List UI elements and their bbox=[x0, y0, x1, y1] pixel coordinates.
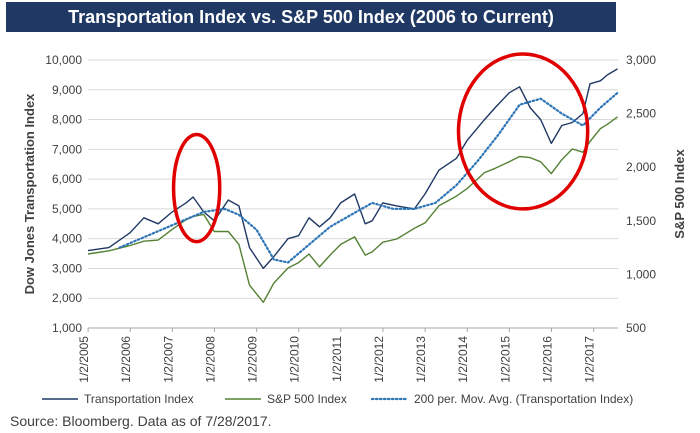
axis-layer: 1,000 2,000 3,000 4,000 5,000 6,000 7,000 8,000… bbox=[22, 53, 687, 383]
x-tick-label: 1/2/2013 bbox=[414, 336, 428, 383]
x-tick-label: 1/2/2011 bbox=[330, 336, 344, 382]
x-tick-label: 1/2/2007 bbox=[161, 336, 175, 383]
annotation-layer bbox=[171, 52, 590, 244]
transportation-index-line bbox=[87, 68, 618, 270]
y-left-tick-label: 9,000 bbox=[52, 83, 82, 97]
x-tick-label: 1/2/2006 bbox=[119, 336, 133, 383]
y-left-axis-title: Dow Jones Transportation Index bbox=[22, 93, 37, 295]
y-left-tick-label: 5,000 bbox=[52, 202, 82, 216]
y-right-tick-label: 2,000 bbox=[626, 160, 656, 174]
y-left-tick-label: 1,000 bbox=[52, 321, 82, 335]
x-tick-label: 1/2/2015 bbox=[498, 336, 512, 383]
legend: Transportation Index S&P 500 Index 200 per… bbox=[42, 392, 633, 406]
y-left-tick-label: 4,000 bbox=[52, 232, 82, 246]
y-right-tick-label: 3,000 bbox=[626, 53, 656, 67]
y-left-tick-label: 6,000 bbox=[52, 172, 82, 186]
chart-title: Transportation Index vs. S&P 500 Index (… bbox=[6, 2, 616, 32]
legend-label-sp500-index-line: S&P 500 Index bbox=[267, 392, 347, 406]
moving-average-line bbox=[118, 91, 619, 264]
x-tick-label: 1/2/2005 bbox=[77, 336, 91, 383]
x-tick-label: 1/2/2014 bbox=[456, 336, 470, 383]
series-layer bbox=[87, 68, 619, 303]
y-right-axis-title: S&P 500 Index bbox=[672, 149, 687, 239]
y-left-tick-label: 10,000 bbox=[45, 53, 82, 67]
x-tick-label: 1/2/2016 bbox=[540, 336, 554, 383]
y-right-tick-label: 1,500 bbox=[626, 214, 656, 228]
x-tick-label: 1/2/2017 bbox=[583, 336, 597, 383]
y-left-tick-label: 7,000 bbox=[52, 142, 82, 156]
legend-label-moving-average-line: 200 per. Mov. Avg. (Transportation Index… bbox=[414, 392, 633, 406]
y-right-tick-label: 2,500 bbox=[626, 107, 656, 121]
legend-label-transportation-index-line: Transportation Index bbox=[84, 392, 194, 406]
x-tick-label: 1/2/2008 bbox=[203, 336, 217, 383]
y-right-tick-label: 1,000 bbox=[626, 267, 656, 281]
y-left-tick-label: 3,000 bbox=[52, 261, 82, 275]
highlight-ellipse bbox=[171, 132, 222, 244]
sp500-index-line bbox=[87, 116, 618, 303]
highlight-ellipse bbox=[456, 52, 590, 211]
x-tick-label: 1/2/2010 bbox=[288, 336, 302, 383]
x-tick-label: 1/2/2009 bbox=[246, 336, 260, 383]
y-left-tick-label: 8,000 bbox=[52, 113, 82, 127]
x-tick-label: 1/2/2012 bbox=[372, 336, 386, 383]
y-left-tick-label: 2,000 bbox=[52, 291, 82, 305]
source-note: Source: Bloomberg. Data as of 7/28/2017. bbox=[10, 413, 272, 429]
y-right-tick-label: 500 bbox=[626, 321, 646, 335]
